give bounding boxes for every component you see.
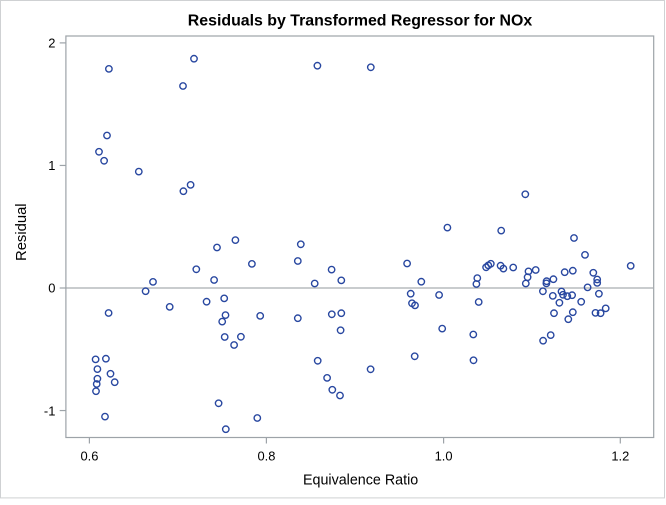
svg-text:-1: -1 [44, 403, 55, 418]
svg-text:1: 1 [48, 158, 55, 173]
svg-text:Residual: Residual [14, 203, 30, 261]
svg-text:Residuals by Transformed Regre: Residuals by Transformed Regressor for N… [188, 13, 533, 30]
svg-text:0.8: 0.8 [257, 448, 275, 463]
svg-text:0.6: 0.6 [80, 448, 98, 463]
svg-text:2: 2 [48, 36, 55, 51]
svg-text:1.0: 1.0 [435, 448, 453, 463]
svg-text:0: 0 [48, 281, 55, 296]
svg-text:Equivalence Ratio: Equivalence Ratio [303, 472, 418, 488]
svg-text:1.2: 1.2 [611, 448, 629, 463]
